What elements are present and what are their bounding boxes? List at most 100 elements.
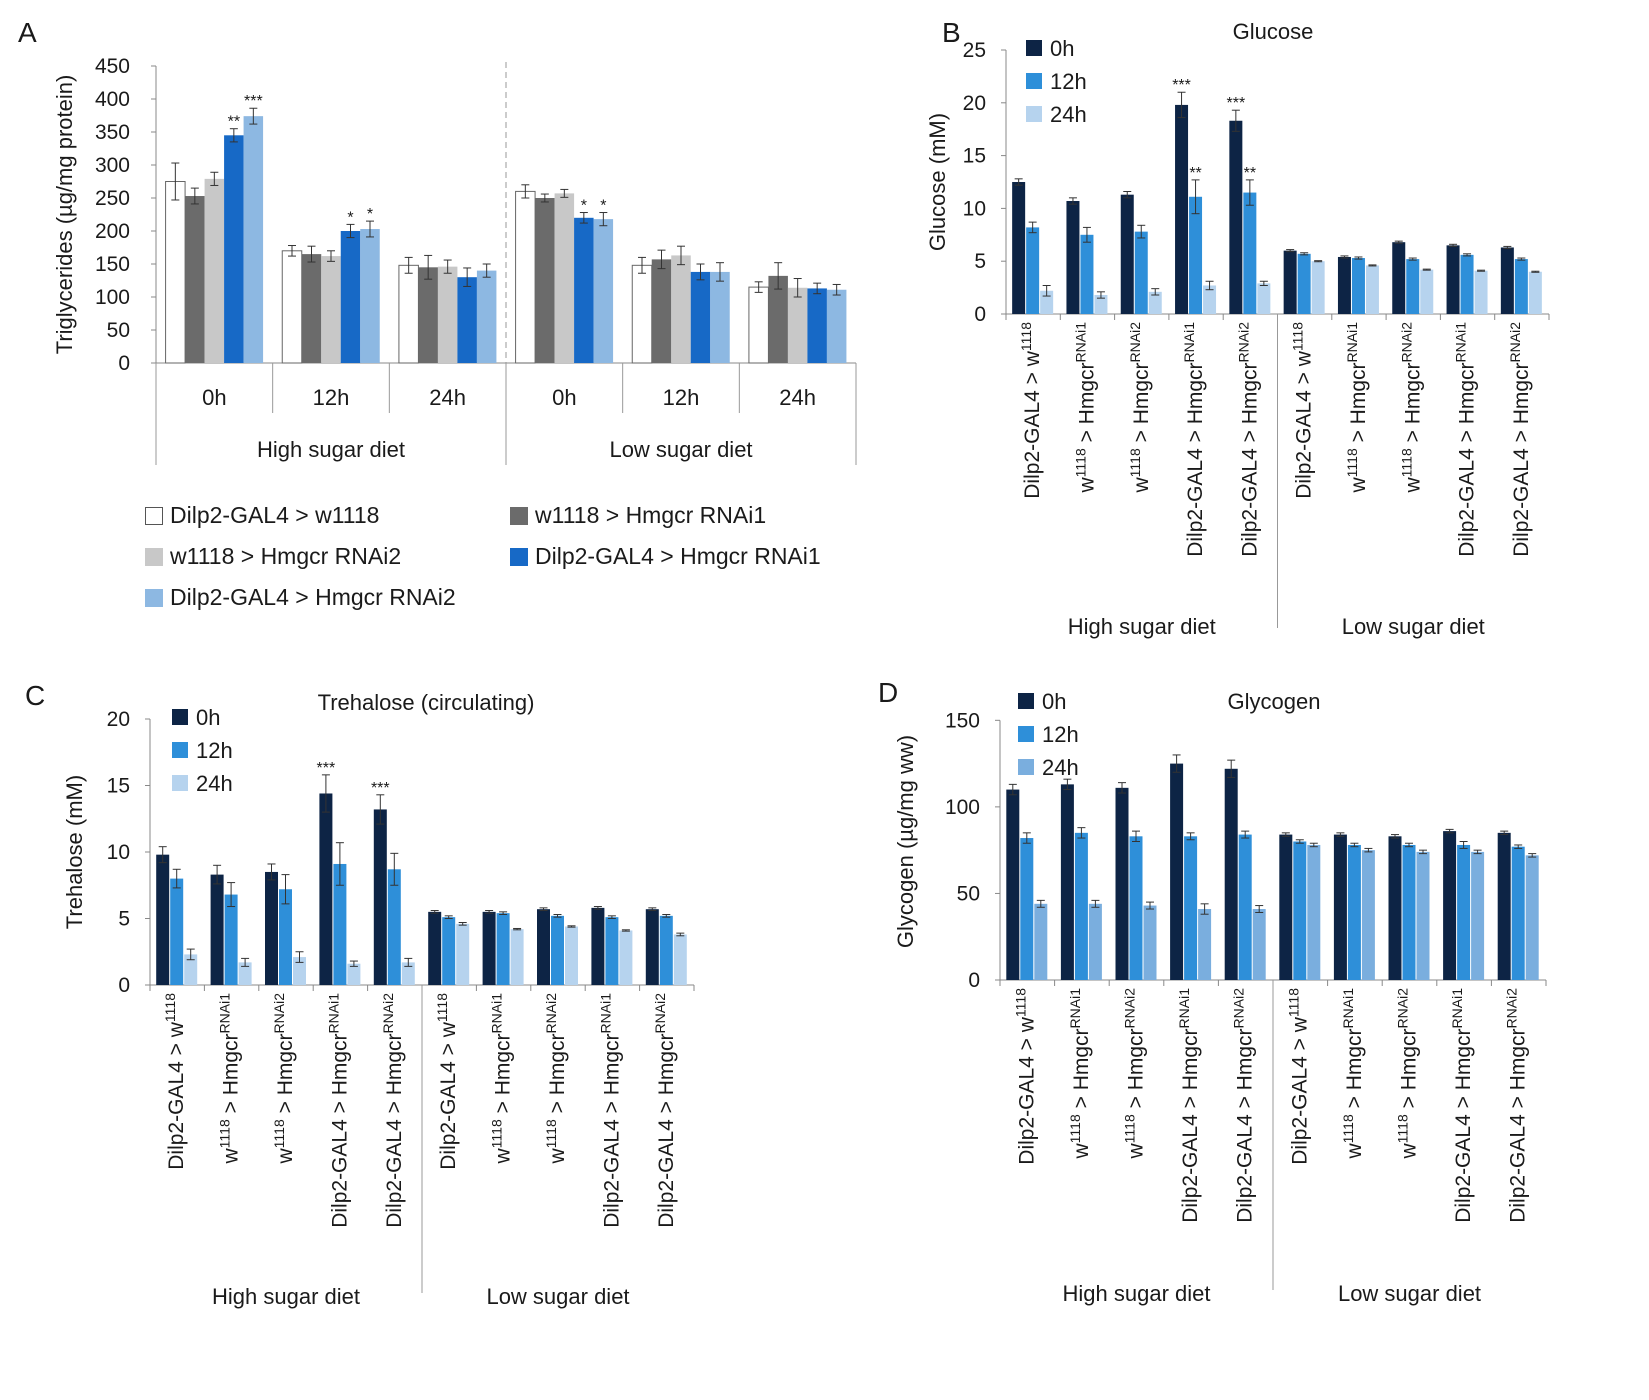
significance-marker: **	[228, 114, 240, 131]
bar	[210, 874, 224, 985]
bar	[1175, 104, 1189, 314]
bar	[748, 286, 769, 364]
bar	[321, 256, 341, 363]
diet-group-label: High sugar diet	[1063, 1281, 1211, 1306]
bar	[1497, 832, 1511, 980]
y-tick-label: 25	[963, 39, 986, 62]
bar	[1148, 291, 1162, 314]
bar	[1189, 196, 1203, 314]
panel-b-glucose: B Glucose 0 5 10 15 20 25 Glucose (mM) Dilp2-GAL4…	[925, 0, 1649, 680]
x-category-label: w1118 > HmgcrRNAi1	[1344, 322, 1370, 494]
y-tick-label: 15	[107, 775, 130, 798]
bar	[1203, 285, 1217, 314]
significance-marker: ***	[317, 760, 336, 777]
bar	[710, 271, 730, 363]
x-category-label: Dilp2-GAL4 > w1118	[162, 993, 188, 1170]
y-tick-label: 5	[974, 250, 986, 273]
significance-marker: ***	[371, 780, 390, 797]
legend-label: w1118 > Hmgcr RNAi1	[535, 502, 767, 528]
legend-label: Dilp2-GAL4 > Hmgcr RNAi1	[535, 543, 821, 569]
x-category-label: 0h	[202, 385, 226, 410]
x-category-label: Dilp2-GAL4 > w1118	[1018, 322, 1044, 499]
x-category-label: w1118 > HmgcrRNAi1	[489, 993, 515, 1165]
y-tick-label: 0	[968, 969, 980, 992]
y-tick-label: 15	[963, 145, 986, 168]
bar	[243, 116, 264, 363]
bar	[690, 271, 711, 363]
diet-group-label: Low sugar diet	[486, 1284, 629, 1309]
x-category-label: 24h	[429, 385, 466, 410]
x-category-label: w1118 > HmgcrRNAi1	[1072, 322, 1098, 494]
y-tick-label: 150	[95, 253, 130, 276]
glucose-chart: B Glucose 0 5 10 15 20 25 Glucose (mM) Dilp2-GAL4…	[925, 17, 1550, 639]
x-category-label: Dilp2-GAL4 > w1118	[434, 993, 460, 1170]
legend-item: w1118 > Hmgcr RNAi2	[145, 543, 401, 570]
y-axis-title: Trehalose (mM)	[62, 775, 87, 929]
bar	[437, 266, 458, 363]
x-category-label: Dilp2-GAL4 > HmgcrRNAi2	[652, 993, 678, 1228]
bar	[204, 178, 225, 363]
x-category-label: w1118 > HmgcrRNAi1	[217, 993, 243, 1165]
panel-label-a: A	[18, 17, 37, 48]
significance-marker: *	[581, 198, 587, 215]
x-category-label: 0h	[552, 385, 576, 410]
bar	[1229, 120, 1243, 314]
x-category-label: Dilp2-GAL4 > w1118	[1290, 322, 1316, 499]
x-category-label: Dilp2-GAL4 > w1118	[1012, 988, 1038, 1165]
bar	[535, 198, 555, 363]
significance-marker: *	[347, 209, 353, 226]
bar	[1279, 834, 1293, 980]
bar	[1026, 227, 1040, 314]
bar	[224, 894, 238, 985]
bar	[1060, 784, 1074, 980]
bar	[1471, 851, 1485, 980]
bar	[1361, 850, 1375, 980]
bar	[1443, 831, 1457, 980]
bar	[1474, 270, 1488, 314]
legend-label: 0h	[1042, 689, 1066, 714]
diet-group-label: High sugar diet	[1068, 614, 1216, 639]
x-category-label: w1118 > HmgcrRNAi1	[1340, 988, 1366, 1160]
bar	[1528, 271, 1542, 314]
bar	[1388, 836, 1402, 980]
significance-marker: **	[1244, 165, 1256, 182]
bar	[1012, 182, 1026, 314]
bar	[510, 929, 524, 985]
bar	[185, 196, 205, 363]
y-axis-title: Triglycerides (µg/mg protein)	[52, 75, 77, 355]
bar	[551, 915, 564, 985]
bar	[457, 277, 477, 363]
x-category-label: w1118 > HmgcrRNAi2	[1127, 322, 1153, 494]
x-category-label: Dilp2-GAL4 > HmgcrRNAi1	[597, 993, 623, 1228]
bar	[1446, 245, 1460, 314]
bar	[807, 288, 827, 363]
bar	[619, 930, 633, 985]
legend-label: Dilp2-GAL4 > w1118	[170, 502, 380, 528]
y-tick-label: 20	[107, 708, 130, 731]
legend-swatch	[1026, 106, 1042, 122]
significance-marker: ***	[1172, 77, 1191, 94]
panel-a-triglycerides: A 0 50 100 150 200 250 300 350 400 450 Triglyceride…	[0, 0, 930, 660]
triglycerides-chart: A 0 50 100 150 200 250 300 350 400 450 Triglyceride…	[18, 17, 857, 465]
y-tick-label: 0	[974, 303, 986, 326]
bar	[591, 907, 605, 985]
y-tick-label: 250	[95, 187, 130, 210]
diet-group-label: Low sugar diet	[1338, 1281, 1481, 1306]
bar	[1514, 259, 1528, 314]
bar	[605, 917, 619, 985]
bar	[1224, 768, 1238, 980]
triglycerides-legend: Dilp2-GAL4 > w1118 w1118 > Hmgcr RNAi1 w11…	[145, 502, 905, 642]
bar	[1143, 905, 1157, 980]
bar	[387, 869, 401, 985]
y-tick-label: 200	[95, 220, 130, 243]
trehalose-chart: C Trehalose (circulating) 0 5 10 15 20 Trehalos…	[25, 680, 695, 1309]
legend-label: 12h	[1050, 69, 1087, 94]
y-tick-label: 300	[95, 154, 130, 177]
legend-label: 24h	[196, 771, 233, 796]
chart-title: Glucose	[1233, 19, 1314, 44]
bar	[631, 264, 653, 364]
bar	[1257, 283, 1271, 314]
y-tick-label: 20	[963, 92, 986, 115]
legend-label: 24h	[1042, 755, 1079, 780]
y-tick-label: 50	[107, 319, 130, 342]
